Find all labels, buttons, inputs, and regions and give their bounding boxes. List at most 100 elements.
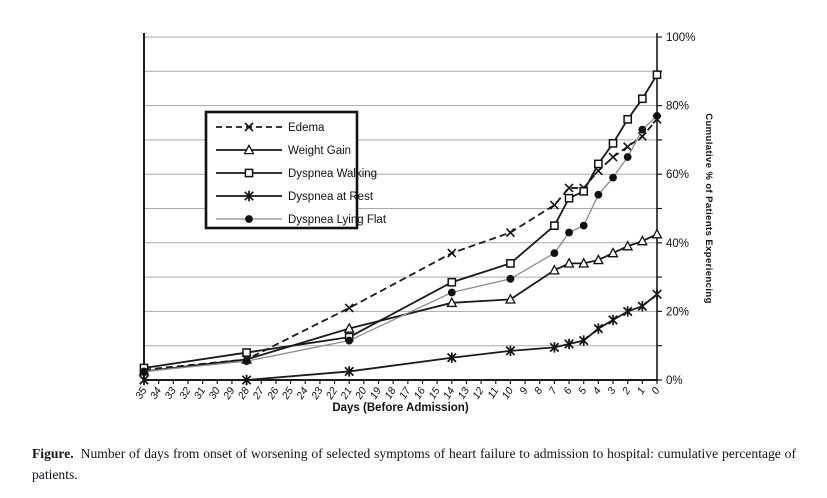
y-tick-label: 80% [666, 101, 689, 113]
legend-label-weight-gain: Weight Gain [288, 145, 351, 157]
caption-text: Number of days from onset of worsening o… [32, 446, 796, 483]
series-marker-weight-gain [636, 235, 648, 246]
x-tick-label: 31 [192, 385, 208, 401]
caption-label: Figure. [32, 446, 74, 461]
series-marker-edema [447, 248, 457, 258]
x-tick-label: 2 [619, 385, 633, 397]
series-marker-dyspnea-walking [506, 259, 515, 268]
x-tick-label: 26 [265, 385, 282, 402]
legend-label-dyspnea-walking: Dyspnea Walking [288, 168, 377, 180]
x-tick-label: 15 [426, 385, 442, 401]
series-marker-edema [564, 183, 574, 193]
y-tick-label: 100% [666, 32, 695, 44]
x-tick-label: 11 [485, 385, 501, 401]
x-tick-label: 10 [500, 385, 516, 401]
series-marker-weight-gain [343, 322, 355, 333]
series-marker-dyspnea-walking [550, 221, 559, 231]
x-tick-label: 1 [635, 385, 648, 396]
x-tick-label: 13 [456, 385, 472, 401]
series-marker-dyspnea-walking [242, 348, 251, 357]
x-tick-label: 25 [279, 385, 296, 402]
x-tick-label: 19 [368, 385, 384, 401]
series-marker-dyspnea-walking [447, 277, 457, 287]
legend-sample-marker [243, 144, 255, 155]
x-tick-label: 6 [561, 385, 574, 396]
series-marker-weight-gain [563, 257, 575, 268]
x-tick-label: 30 [206, 385, 222, 401]
series-marker-dyspnea-lying-flat [345, 336, 354, 345]
series-marker-weight-gain [622, 240, 634, 251]
series-marker-edema [549, 200, 559, 210]
series-marker-dyspnea-lying-flat [140, 367, 148, 376]
series-marker-edema [637, 131, 647, 142]
series-marker-dyspnea-lying-flat [653, 111, 661, 120]
series-marker-dyspnea-walking [623, 114, 633, 124]
x-tick-label: 34 [148, 385, 164, 401]
series-marker-edema [623, 142, 633, 152]
series-marker-weight-gain [446, 296, 458, 308]
series-marker-dyspnea-lying-flat [242, 357, 251, 366]
x-tick-label: 3 [605, 385, 618, 396]
x-tick-label: 27 [250, 384, 268, 402]
heart-failure-symptoms-chart: 3534333231302928272625242322212019181716… [133, 32, 714, 414]
x-tick-label: 29 [221, 385, 238, 402]
x-tick-label: 17 [397, 384, 414, 401]
series-marker-dyspnea-walking [637, 94, 647, 104]
legend-label-dyspnea-lying-flat: Dyspnea Lying Flat [288, 214, 387, 226]
series-marker-dyspnea-walking [652, 70, 662, 80]
x-tick-label: 21 [338, 385, 355, 402]
x-tick-label: 7 [547, 384, 561, 396]
series-marker-dyspnea-walking [579, 187, 589, 196]
series-marker-edema [344, 303, 354, 313]
legend-sample-marker [244, 122, 254, 132]
x-tick-label: 14 [441, 385, 457, 401]
y-axis-title: Cumulative % of Patients Experiencing [703, 113, 714, 304]
x-tick-label: 18 [382, 385, 398, 401]
x-tick-label: 28 [235, 385, 252, 402]
x-tick-label: 12 [470, 385, 486, 401]
x-tick-label: 16 [412, 385, 428, 401]
x-tick-label: 24 [294, 385, 311, 402]
series-marker-dyspnea-lying-flat [447, 288, 456, 297]
series-marker-weight-gain [651, 228, 663, 239]
chart-area: 35 34 33 32 31 30 29 28 27 26 25 24 23 22 21 20 19 18 17 16… [133, 32, 714, 414]
x-tick-label: 9 [517, 385, 530, 396]
legend-label-dyspnea-at-rest: Dyspnea at Rest [288, 191, 374, 203]
x-axis-title: Days (Before Admission) [332, 402, 468, 414]
x-tick-label: 32 [177, 385, 193, 401]
legend-box [204, 110, 359, 230]
series-marker-dyspnea-lying-flat [550, 249, 559, 257]
series-marker-dyspnea-lying-flat [565, 228, 573, 237]
series-marker-dyspnea-lying-flat [594, 190, 603, 199]
y-tick-label: 40% [666, 238, 689, 250]
series-marker-weight-gain [607, 247, 619, 258]
x-tick-label: 0 [649, 385, 662, 396]
series-marker-dyspnea-walking [564, 193, 574, 203]
x-tick-label: 23 [309, 385, 326, 402]
series-marker-dyspnea-walking [608, 138, 618, 148]
series-marker-dyspnea-lying-flat [623, 153, 632, 161]
series-marker-weight-gain [548, 264, 560, 275]
y-tick-label: 60% [666, 169, 689, 181]
series-marker-edema [505, 227, 515, 238]
x-tick-label: 35 [133, 385, 149, 401]
series-line-weight-gain [143, 233, 658, 373]
y-tick-label: 0% [666, 375, 683, 387]
x-tick-label: 33 [162, 385, 178, 401]
legend-label-edema: Edema [288, 122, 325, 134]
series-marker-dyspnea-lying-flat [638, 125, 647, 134]
y-tick-label: 20% [666, 306, 689, 318]
x-tick-label: 20 [353, 385, 370, 402]
series-marker-weight-gain [578, 257, 590, 268]
legend-sample-marker [245, 215, 253, 223]
series-marker-dyspnea-lying-flat [506, 274, 515, 283]
x-tick-label: 5 [576, 385, 589, 396]
series-marker-weight-gain [592, 253, 604, 265]
x-tick-label: 8 [532, 385, 545, 396]
figure-caption: Figure. Number of days from onset of wors… [32, 443, 796, 485]
series-marker-weight-gain [504, 293, 516, 304]
series-marker-dyspnea-lying-flat [579, 221, 588, 230]
x-tick-label: 22 [323, 385, 340, 402]
series-marker-dyspnea-walking [594, 159, 603, 169]
